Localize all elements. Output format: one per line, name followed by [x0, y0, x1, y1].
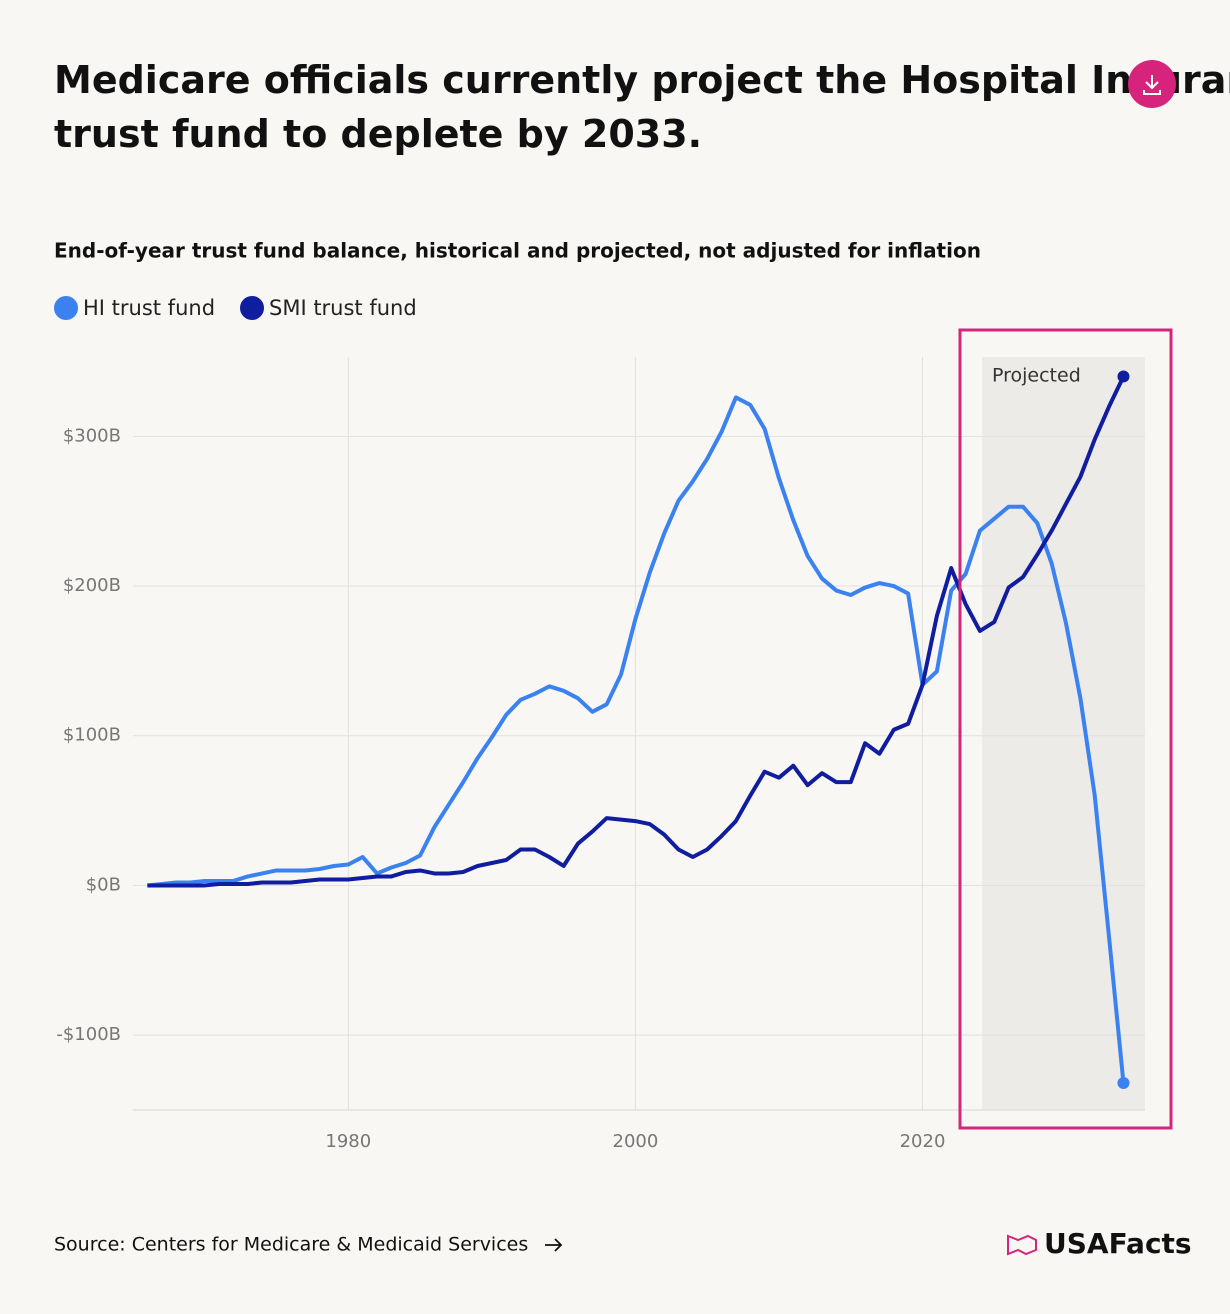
subtitle: End-of-year trust fund balance, historic… [54, 239, 981, 263]
y-tick-label: $300B [63, 425, 121, 446]
source-arrow[interactable] [545, 1238, 563, 1252]
brand: USAFacts [1044, 1227, 1192, 1260]
legend-swatch [54, 296, 78, 320]
x-tick-label: 2000 [613, 1131, 659, 1152]
y-tick-label: $0B [86, 874, 121, 895]
end-point [1117, 370, 1130, 383]
end-point [1117, 1077, 1130, 1090]
y-tick-label: -$100B [56, 1024, 121, 1045]
source: Source: Centers for Medicare & Medicaid … [54, 1234, 528, 1256]
x-tick-label: 1980 [325, 1131, 371, 1152]
projected-shade [982, 357, 1145, 1110]
y-tick-label: $100B [63, 725, 121, 746]
legend-swatch [240, 296, 264, 320]
chart-title: Medicare officials currently project the… [54, 58, 1230, 156]
logo-icon [1007, 1234, 1037, 1256]
annotation: Projected [992, 365, 1081, 387]
legend-label: SMI trust fund [269, 296, 417, 320]
y-tick-label: $200B [63, 575, 121, 596]
download-icon [1143, 75, 1161, 95]
highlight-box [958, 328, 1173, 1130]
x-tick-label: 2020 [900, 1131, 946, 1152]
legend-label: HI trust fund [83, 296, 215, 320]
